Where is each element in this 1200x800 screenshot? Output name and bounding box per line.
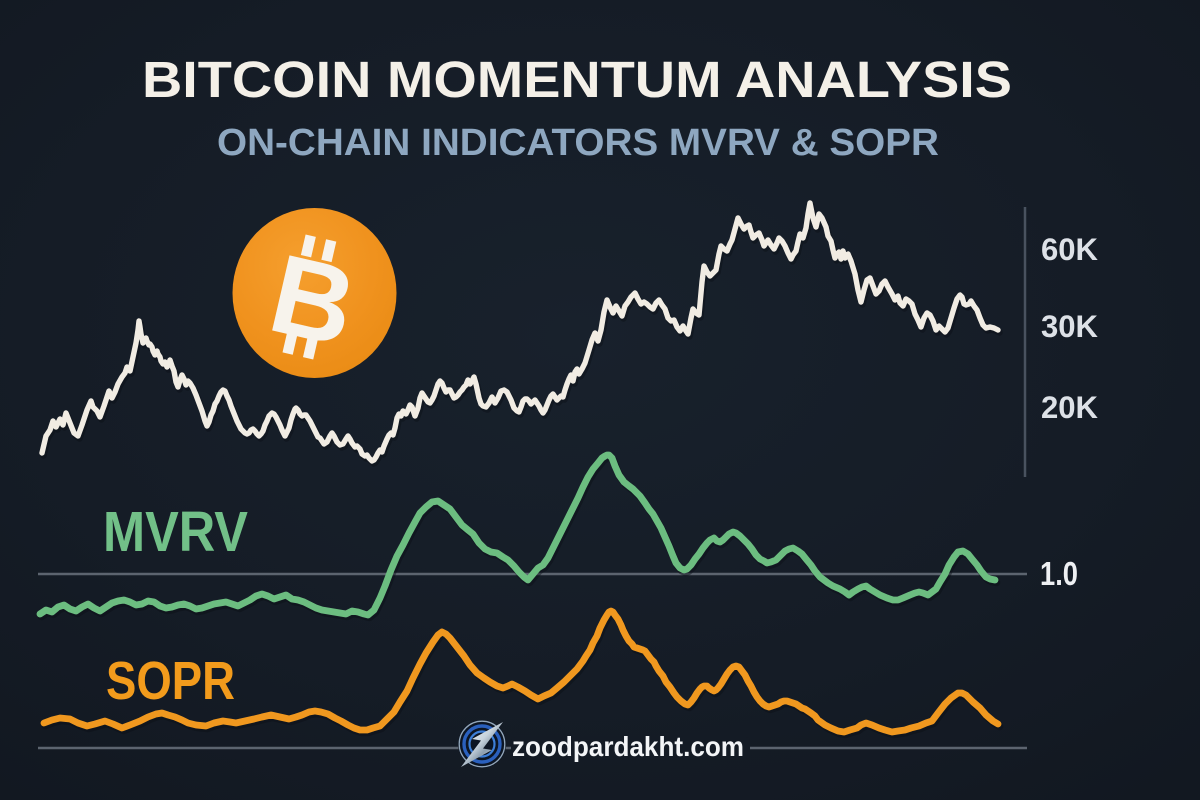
- svg-text:1.0: 1.0: [1040, 555, 1078, 592]
- svg-text:BITCOIN MOMENTUM ANALYSIS: BITCOIN MOMENTUM ANALYSIS: [142, 51, 1012, 108]
- svg-text:60K: 60K: [1041, 231, 1098, 267]
- svg-text:MVRV: MVRV: [103, 500, 248, 564]
- svg-text:zoodpardakht.com: zoodpardakht.com: [512, 731, 744, 762]
- svg-text:20K: 20K: [1041, 389, 1098, 425]
- svg-text:SOPR: SOPR: [106, 651, 235, 711]
- svg-text:ON-CHAIN INDICATORS MVRV & SOP: ON-CHAIN INDICATORS MVRV & SOPR: [217, 122, 939, 164]
- svg-text:30K: 30K: [1041, 308, 1098, 344]
